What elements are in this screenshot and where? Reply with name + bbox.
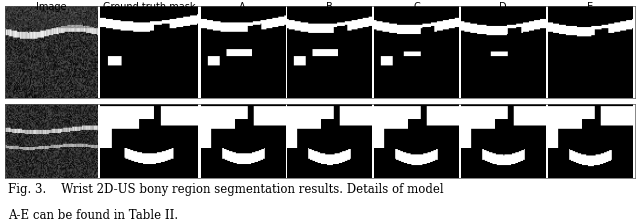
Text: A: A [239,2,246,12]
Text: Image: Image [36,2,67,12]
Text: Ground truth mask: Ground truth mask [103,2,195,12]
Text: A-E can be found in Table II.: A-E can be found in Table II. [8,209,178,222]
Text: B: B [326,2,333,12]
Text: E: E [587,2,593,12]
Text: Fig. 3.    Wrist 2D-US bony region segmentation results. Details of model: Fig. 3. Wrist 2D-US bony region segmenta… [8,183,444,196]
Text: C: C [413,2,420,12]
Text: D: D [499,2,507,12]
